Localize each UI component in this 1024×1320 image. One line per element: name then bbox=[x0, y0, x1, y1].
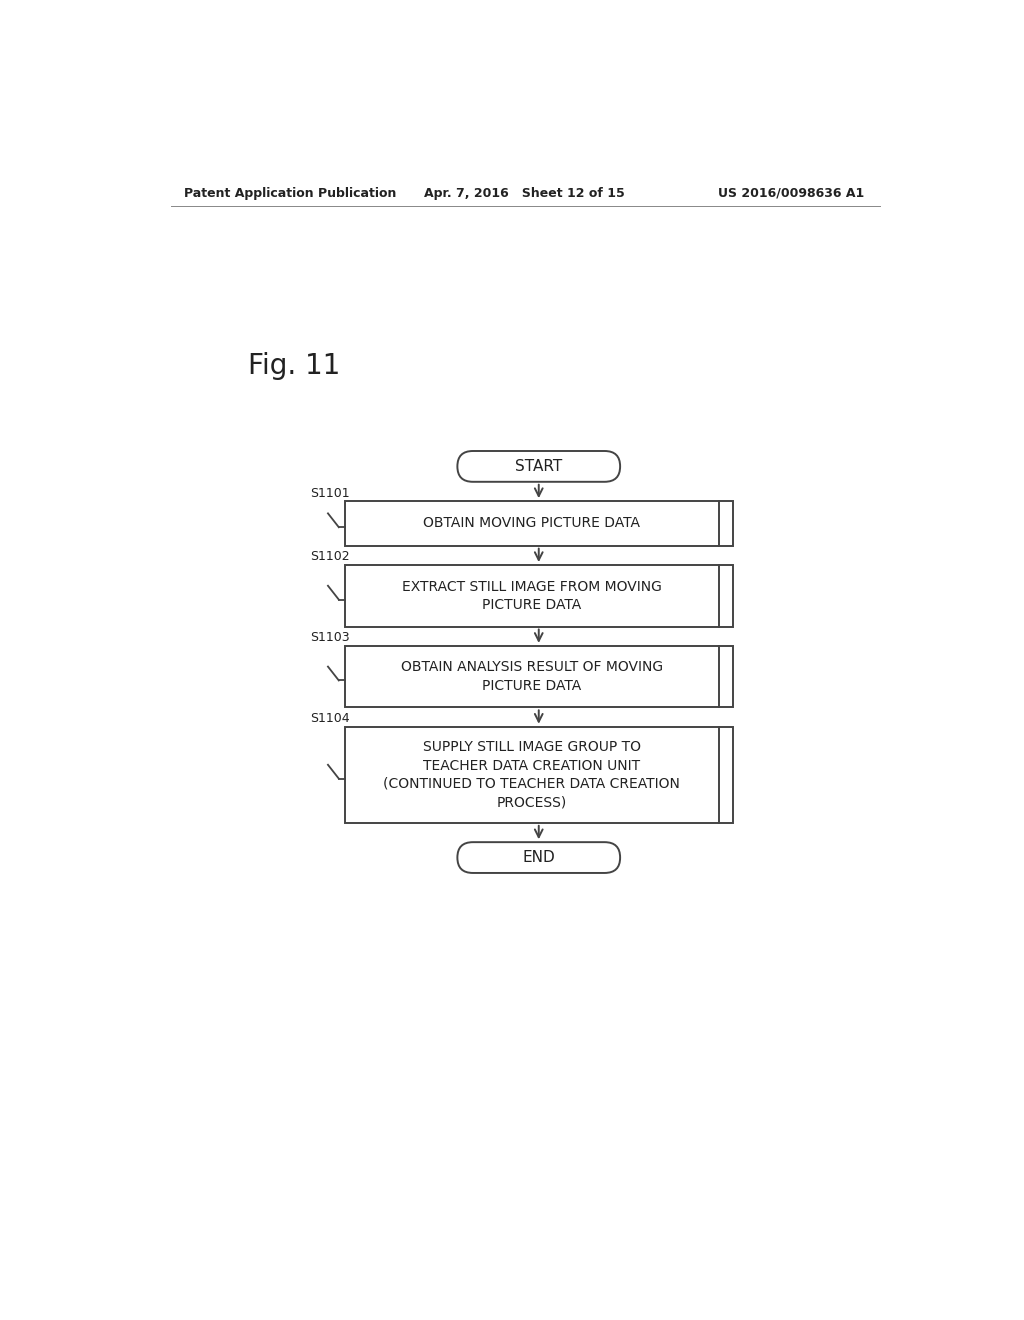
Text: END: END bbox=[522, 850, 555, 865]
Bar bbox=[345, 502, 732, 545]
Text: US 2016/0098636 A1: US 2016/0098636 A1 bbox=[718, 186, 864, 199]
Text: S1104: S1104 bbox=[310, 711, 350, 725]
Text: Patent Application Publication: Patent Application Publication bbox=[183, 186, 396, 199]
FancyBboxPatch shape bbox=[458, 842, 621, 873]
Text: SUPPLY STILL IMAGE GROUP TO
TEACHER DATA CREATION UNIT
(CONTINUED TO TEACHER DAT: SUPPLY STILL IMAGE GROUP TO TEACHER DATA… bbox=[383, 741, 680, 809]
FancyBboxPatch shape bbox=[458, 451, 621, 482]
Text: OBTAIN ANALYSIS RESULT OF MOVING
PICTURE DATA: OBTAIN ANALYSIS RESULT OF MOVING PICTURE… bbox=[400, 660, 663, 693]
Text: S1101: S1101 bbox=[310, 487, 350, 499]
Text: EXTRACT STILL IMAGE FROM MOVING
PICTURE DATA: EXTRACT STILL IMAGE FROM MOVING PICTURE … bbox=[401, 579, 662, 612]
Text: S1102: S1102 bbox=[310, 550, 350, 564]
Text: OBTAIN MOVING PICTURE DATA: OBTAIN MOVING PICTURE DATA bbox=[423, 516, 640, 531]
Bar bbox=[345, 645, 732, 708]
Text: START: START bbox=[515, 459, 562, 474]
Text: Apr. 7, 2016   Sheet 12 of 15: Apr. 7, 2016 Sheet 12 of 15 bbox=[424, 186, 626, 199]
Bar bbox=[345, 726, 732, 822]
Text: S1103: S1103 bbox=[310, 631, 350, 644]
Bar bbox=[345, 565, 732, 627]
Text: Fig. 11: Fig. 11 bbox=[248, 352, 341, 380]
